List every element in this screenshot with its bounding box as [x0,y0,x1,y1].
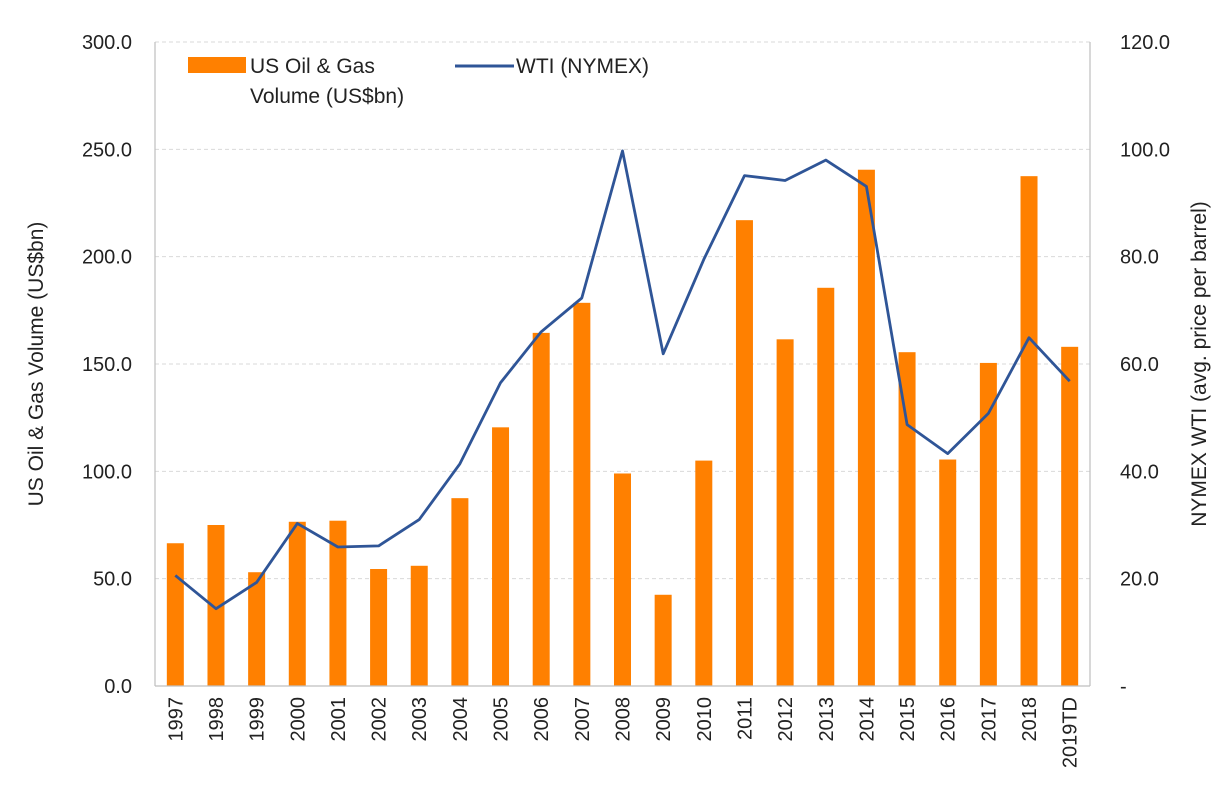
bar [817,287,835,686]
bar [451,498,469,686]
y-tick-label: 300.0 [82,32,132,54]
bar [288,521,306,686]
x-tick-label: 2018 [1019,697,1041,742]
y2-tick-label: 20.0 [1120,569,1159,591]
x-tick-label: 2008 [613,697,635,742]
wti-line [174,149,1071,611]
x-tick-label: 2005 [491,697,513,742]
x-tick-label: 2009 [653,697,675,742]
x-tick-label: 2004 [450,697,472,742]
y2-tick-label: 60.0 [1120,354,1159,376]
bar [614,473,631,686]
legend: US Oil & Gas Volume (US$bn) WTI (NYMEX) [188,55,649,108]
x-tick-label: 2011 [735,697,757,740]
bar [1061,346,1079,686]
bar [776,339,794,686]
bar [492,427,510,686]
x-tick-label: 2007 [572,697,594,742]
x-tick-label: 1999 [247,697,269,742]
bar [532,332,550,686]
x-tick-label: 2001 [328,697,350,742]
bar [939,459,957,686]
x-tick-label: 2013 [816,697,838,742]
bar-series [166,169,1079,686]
x-tick-label: 2002 [369,697,391,742]
left-axis-title: US Oil & Gas Volume (US$bn) [25,222,48,507]
y2-tick-label: 120.0 [1120,32,1170,54]
x-tick-label: 1997 [165,697,187,742]
y2-tick-label: 40.0 [1120,461,1159,483]
y-tick-label: 200.0 [82,247,132,269]
x-tick-label: 2003 [409,697,431,742]
bar [329,520,347,686]
x-tick-label: 2019TD [1060,697,1082,768]
x-tick-label: 2014 [856,697,878,742]
y-tick-label: 100.0 [82,461,132,483]
x-tick-label: 2012 [775,697,797,742]
y-tick-label: 0.0 [104,676,132,698]
y-tick-label: 50.0 [93,569,132,591]
x-tick-label: 2015 [897,697,919,742]
legend-line-label: WTI (NYMEX) [516,55,649,78]
bar [207,525,225,686]
x-tick-label: 2006 [531,697,553,742]
x-tick-label: 2000 [287,697,309,742]
y-tick-label: 250.0 [82,139,132,161]
gridlines [155,41,1090,580]
y-tick-label: 150.0 [82,354,132,376]
x-tick-label: 2017 [978,697,1000,742]
bar [735,220,753,686]
bar [166,543,184,686]
y2-tick-label: 80.0 [1120,247,1159,269]
left-tick-labels: 0.0 50.0 100.0 150.0 200.0 250.0 300.0 [82,32,132,698]
axes [154,42,1091,687]
bar [248,572,266,686]
bar [695,460,713,686]
bar [1020,176,1038,686]
bar [979,362,997,686]
right-tick-labels: - 20.0 40.0 60.0 80.0 100.0 120.0 [1120,32,1170,698]
legend-bar-label-line2: Volume (US$bn) [250,85,404,108]
bar [573,302,591,686]
right-axis-title: NYMEX WTI (avg. price per barrel) [1188,201,1211,527]
x-tick-label: 2010 [694,697,716,742]
line-series [174,149,1071,611]
bar [410,565,428,686]
y2-tick-label: - [1120,676,1127,698]
bar [857,169,875,686]
bar [654,594,672,686]
legend-bar-swatch [188,57,246,73]
legend-bar-label-line1: US Oil & Gas [250,55,375,78]
x-tick-labels: 1997 1998 1999 2000 2001 2002 2003 2004 2005 2006… [165,697,1081,768]
bar [370,569,388,686]
bar [898,352,916,686]
x-tick-label: 1998 [206,697,228,742]
y2-tick-label: 100.0 [1120,139,1170,161]
x-tick-label: 2016 [938,697,960,742]
